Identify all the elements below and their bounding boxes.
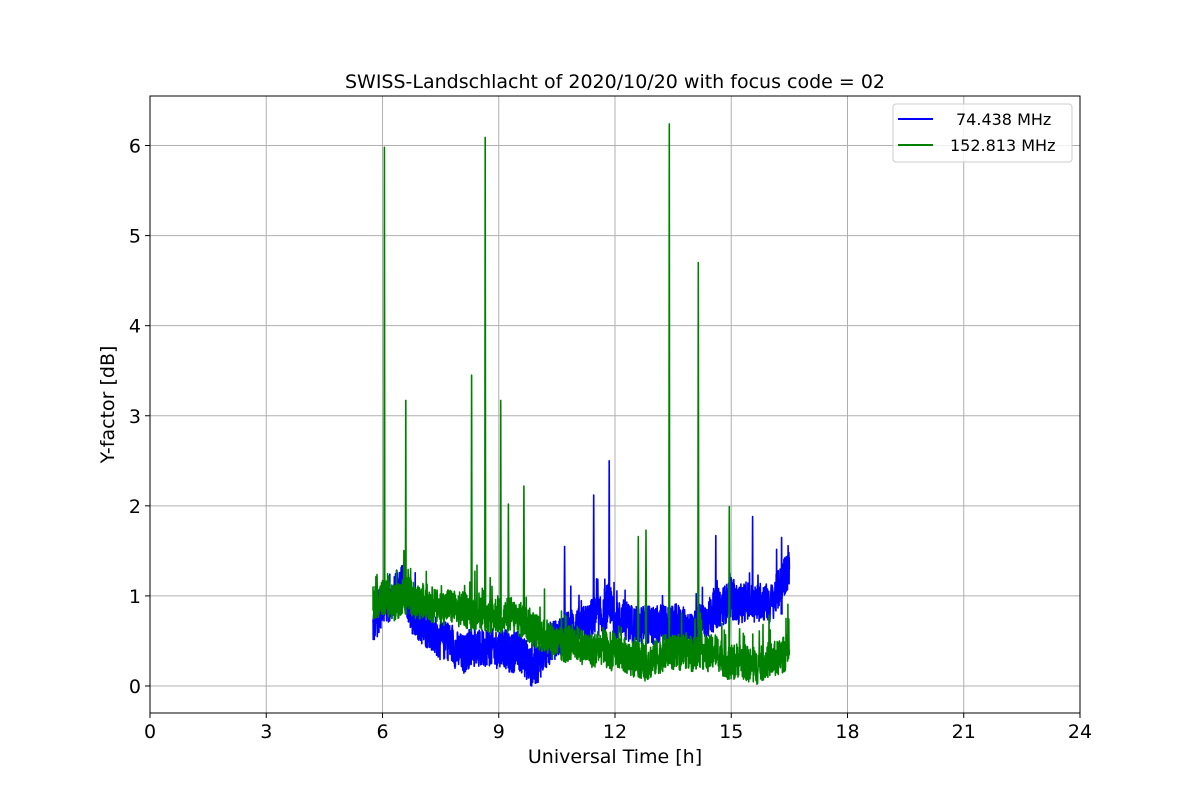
- x-axis-label: Universal Time [h]: [528, 746, 702, 768]
- y-tick-label: 0: [129, 676, 141, 698]
- legend-label-152mhz: 152.813 MHz: [950, 136, 1055, 155]
- x-tick-label: 6: [376, 721, 388, 743]
- data-series: [372, 123, 791, 687]
- x-tick-label: 12: [603, 721, 627, 743]
- x-tick-label: 18: [835, 721, 859, 743]
- legend-label-74mhz: 74.438 MHz: [956, 110, 1051, 129]
- chart-title: SWISS-Landschlacht of 2020/10/20 with fo…: [345, 71, 885, 93]
- x-tick-label: 15: [719, 721, 743, 743]
- series-line-74mhz: [372, 460, 791, 687]
- legend: 74.438 MHz 152.813 MHz: [892, 103, 1073, 163]
- series-line-152mhz: [372, 123, 791, 685]
- x-tick-label: 24: [1068, 721, 1092, 743]
- y-tick-label: 3: [129, 406, 141, 428]
- legend-box: [892, 103, 1073, 163]
- x-tick-label: 9: [493, 721, 505, 743]
- y-axis-label: Y-factor [dB]: [97, 346, 119, 465]
- x-tick-label: 3: [260, 721, 272, 743]
- y-tick-label: 4: [129, 316, 141, 338]
- y-tick-label: 5: [129, 226, 141, 248]
- y-tick-label: 2: [129, 496, 141, 518]
- y-tick-label: 1: [129, 586, 141, 608]
- y-tick-label: 6: [129, 136, 141, 158]
- x-tick-label: 21: [952, 721, 976, 743]
- x-tick-label: 0: [144, 721, 156, 743]
